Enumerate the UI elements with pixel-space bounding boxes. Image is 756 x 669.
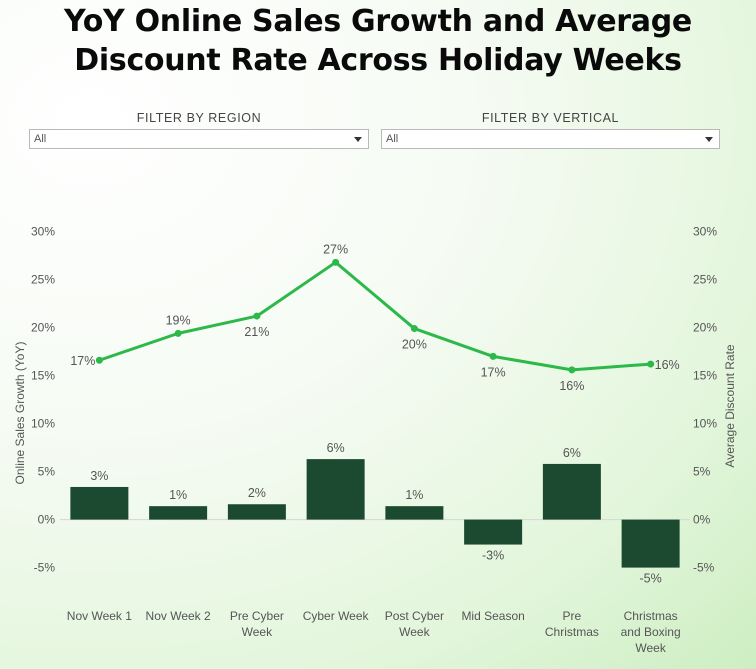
bar-data-label: 1% xyxy=(405,488,423,502)
line-data-label: 20% xyxy=(402,338,427,352)
x-tick-label: Christmas xyxy=(624,609,678,623)
y-tick-label: 20% xyxy=(31,321,55,335)
x-tick-label: Week xyxy=(242,625,273,639)
y-tick-label: 25% xyxy=(31,273,55,287)
x-tick-label: and Boxing xyxy=(621,625,681,639)
line-point xyxy=(253,312,261,320)
line-point xyxy=(174,329,182,337)
chevron-down-icon xyxy=(354,137,362,142)
x-tick-label: Nov Week 1 xyxy=(67,609,132,623)
bar-data-label: -5% xyxy=(640,572,662,586)
x-tick-label: Pre Cyber xyxy=(230,609,284,623)
bar-data-label: 6% xyxy=(327,441,345,455)
bar-data-label: -3% xyxy=(482,549,504,563)
x-tick-label: Cyber Week xyxy=(303,609,370,623)
line-point xyxy=(647,360,655,368)
y2-axis-title: Average Discount Rate xyxy=(723,344,737,468)
line-data-label: 19% xyxy=(166,313,191,327)
line-data-label: 16% xyxy=(559,379,584,393)
region-filter-value: All xyxy=(34,133,47,145)
title-line-1: YoY Online Sales Growth and Average xyxy=(64,4,692,39)
x-tick-label: Week xyxy=(635,641,666,655)
bar xyxy=(621,519,680,568)
y-tick-label: 0% xyxy=(38,513,56,527)
chevron-down-icon xyxy=(705,137,713,142)
x-tick-label: Week xyxy=(399,625,430,639)
line-data-label: 21% xyxy=(244,325,269,339)
bar xyxy=(306,459,365,520)
y-tick-label: -5% xyxy=(34,561,56,575)
vertical-filter-value: All xyxy=(386,133,399,145)
x-tick-label: Nov Week 2 xyxy=(146,609,211,623)
y2-tick-label: 5% xyxy=(693,465,711,479)
bar-data-label: 6% xyxy=(563,446,581,460)
bar xyxy=(464,519,523,545)
bar xyxy=(542,463,601,520)
vertical-filter-select[interactable]: All xyxy=(381,129,720,149)
line-point xyxy=(410,325,418,333)
y2-tick-label: -5% xyxy=(693,561,715,575)
line-point xyxy=(95,356,103,364)
region-filter: FILTER BY REGION All xyxy=(29,110,369,149)
y-tick-label: 10% xyxy=(31,417,55,431)
bar xyxy=(70,486,129,520)
chart-title: YoY Online Sales Growth and Average Disc… xyxy=(0,2,756,80)
region-filter-select[interactable]: All xyxy=(29,129,369,149)
bar-data-label: 3% xyxy=(90,469,108,483)
y2-tick-label: 0% xyxy=(693,513,711,527)
line-data-label: 17% xyxy=(70,354,95,368)
line-point xyxy=(332,258,340,266)
y-tick-label: 30% xyxy=(31,225,55,239)
line-data-label: 16% xyxy=(655,358,680,372)
discount-line xyxy=(98,260,651,372)
line-point xyxy=(489,352,497,360)
line-point xyxy=(568,366,576,374)
y2-tick-label: 30% xyxy=(693,225,717,239)
y2-tick-label: 20% xyxy=(693,321,717,335)
x-tick-label: Pre xyxy=(563,609,582,623)
y2-tick-label: 10% xyxy=(693,417,717,431)
bar-data-label: 1% xyxy=(169,488,187,502)
region-filter-label: FILTER BY REGION xyxy=(136,111,262,125)
vertical-filter-label: FILTER BY VERTICAL xyxy=(481,111,620,125)
vertical-filter: FILTER BY VERTICAL All xyxy=(381,110,720,149)
y-tick-label: 15% xyxy=(31,369,55,383)
title-line-2: Discount Rate Across Holiday Weeks xyxy=(74,43,682,78)
y-axis-title: Online Sales Growth (YoY) xyxy=(13,342,27,485)
x-tick-label: Christmas xyxy=(545,625,599,639)
y2-tick-label: 15% xyxy=(693,369,717,383)
bar xyxy=(385,506,444,520)
x-tick-label: Mid Season xyxy=(461,609,524,623)
bar xyxy=(149,506,208,520)
y2-tick-label: 25% xyxy=(693,273,717,287)
y-tick-label: 5% xyxy=(38,465,56,479)
bar-data-label: 2% xyxy=(248,486,266,500)
bar xyxy=(227,504,286,520)
x-tick-label: Post Cyber xyxy=(385,609,444,623)
line-data-label: 27% xyxy=(323,242,348,256)
line-data-label: 17% xyxy=(481,365,506,379)
